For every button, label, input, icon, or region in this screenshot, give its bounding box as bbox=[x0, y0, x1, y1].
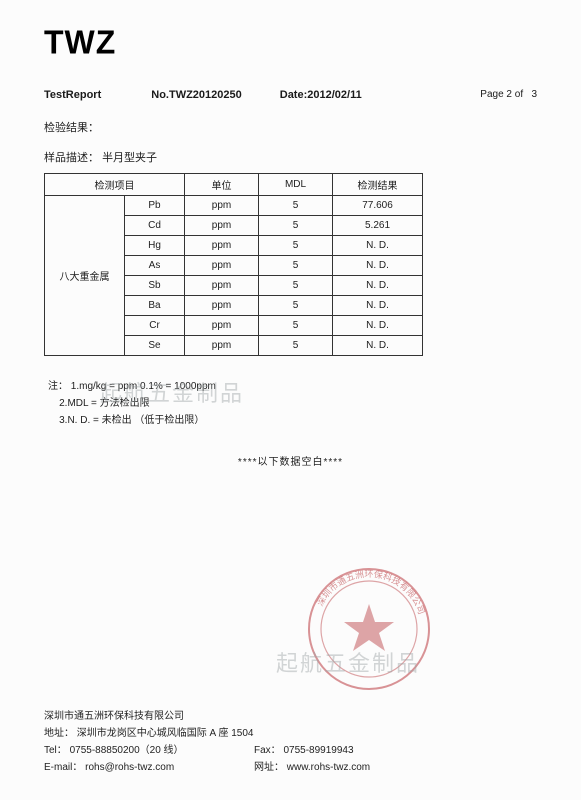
cell-mdl: 5 bbox=[259, 216, 333, 236]
web-label: 网址： bbox=[254, 762, 284, 773]
cell-sym: Sb bbox=[125, 276, 185, 296]
cell-sym: Cd bbox=[125, 216, 185, 236]
tel-value: 0755-88850200（20 线） bbox=[70, 745, 184, 756]
result-section-label: 检验结果： bbox=[44, 119, 537, 135]
cell-unit: ppm bbox=[185, 336, 259, 356]
results-table: 检测项目 单位 MDL 检测结果 八大重金属 Pb ppm 5 77.606 C… bbox=[44, 173, 423, 356]
brand-logo: TWZ bbox=[44, 23, 537, 62]
footer: 深圳市通五洲环保科技有限公司 地址： 深圳市龙岗区中心城风临国际 A 座 150… bbox=[44, 708, 370, 776]
fax-label: Fax： bbox=[254, 745, 281, 756]
cell-res: N. D. bbox=[333, 256, 423, 276]
svg-text:深圳市通五洲环保科技有限公司: 深圳市通五洲环保科技有限公司 bbox=[315, 568, 427, 616]
cell-res: N. D. bbox=[333, 236, 423, 256]
date-label: Date: bbox=[280, 89, 308, 101]
cell-unit: ppm bbox=[185, 216, 259, 236]
note-2: 2.MDL = 方法检出限 bbox=[59, 398, 149, 409]
cell-mdl: 5 bbox=[259, 256, 333, 276]
cell-unit: ppm bbox=[185, 196, 259, 216]
cell-res: N. D. bbox=[333, 336, 423, 356]
blank-data-note: ****以下数据空白**** bbox=[44, 453, 537, 468]
page-label: Page 2 of bbox=[480, 89, 523, 100]
cell-unit: ppm bbox=[185, 276, 259, 296]
cell-res: N. D. bbox=[333, 316, 423, 336]
note-1: 1.mg/kg = ppm 0.1% = 1000ppm bbox=[71, 381, 216, 392]
cell-unit: ppm bbox=[185, 236, 259, 256]
cell-unit: ppm bbox=[185, 256, 259, 276]
company-stamp-icon: 深圳市通五洲环保科技有限公司 bbox=[304, 564, 434, 694]
th-project: 检测项目 bbox=[45, 174, 185, 196]
addr-label: 地址： bbox=[44, 728, 74, 739]
cell-sym: Ba bbox=[125, 296, 185, 316]
test-report-label: TestReport bbox=[44, 89, 101, 101]
cell-sym: Pb bbox=[125, 196, 185, 216]
email-value: rohs@rohs-twz.com bbox=[85, 762, 174, 773]
th-result: 检测结果 bbox=[333, 174, 423, 196]
cell-unit: ppm bbox=[185, 316, 259, 336]
stamp-text: 深圳市通五洲环保科技有限公司 bbox=[315, 568, 427, 616]
cell-mdl: 5 bbox=[259, 316, 333, 336]
th-unit: 单位 bbox=[185, 174, 259, 196]
tel-label: Tel： bbox=[44, 745, 67, 756]
table-header-row: 检测项目 单位 MDL 检测结果 bbox=[45, 174, 423, 196]
cell-res: 5.261 bbox=[333, 216, 423, 236]
cell-res: 77.606 bbox=[333, 196, 423, 216]
footer-company: 深圳市通五洲环保科技有限公司 bbox=[44, 708, 370, 725]
email-label: E-mail： bbox=[44, 762, 82, 773]
cell-unit: ppm bbox=[185, 296, 259, 316]
page-total: 3 bbox=[531, 89, 537, 100]
cell-sym: Se bbox=[125, 336, 185, 356]
cell-sym: Cr bbox=[125, 316, 185, 336]
cell-mdl: 5 bbox=[259, 236, 333, 256]
notes-prefix: 注： bbox=[48, 381, 68, 392]
cell-res: N. D. bbox=[333, 276, 423, 296]
cell-res: N. D. bbox=[333, 296, 423, 316]
sample-desc-label: 样品描述： bbox=[44, 152, 99, 164]
cell-mdl: 5 bbox=[259, 336, 333, 356]
cell-mdl: 5 bbox=[259, 276, 333, 296]
date-value: 2012/02/11 bbox=[307, 89, 361, 101]
note-3: 3.N. D. = 未检出 （低于检出限） bbox=[59, 415, 204, 426]
cell-sym: As bbox=[125, 256, 185, 276]
sample-desc: 样品描述： 半月型夹子 bbox=[44, 149, 537, 165]
cell-sym: Hg bbox=[125, 236, 185, 256]
addr-value: 深圳市龙岗区中心城风临国际 A 座 1504 bbox=[77, 728, 254, 739]
cell-mdl: 5 bbox=[259, 296, 333, 316]
th-mdl: MDL bbox=[259, 174, 333, 196]
web-value: www.rohs-twz.com bbox=[287, 762, 370, 773]
cell-mdl: 5 bbox=[259, 196, 333, 216]
footnotes: 注： 1.mg/kg = ppm 0.1% = 1000ppm 2.MDL = … bbox=[48, 378, 537, 429]
fax-value: 0755-89919943 bbox=[283, 745, 353, 756]
no-value: TWZ20120250 bbox=[169, 89, 242, 101]
table-row: 八大重金属 Pb ppm 5 77.606 bbox=[45, 196, 423, 216]
row-group-label: 八大重金属 bbox=[45, 196, 125, 356]
report-header: TestReport No. TWZ20120250 Date: 2012/02… bbox=[44, 89, 537, 101]
no-label: No. bbox=[151, 89, 169, 101]
sample-desc-value: 半月型夹子 bbox=[102, 152, 157, 164]
